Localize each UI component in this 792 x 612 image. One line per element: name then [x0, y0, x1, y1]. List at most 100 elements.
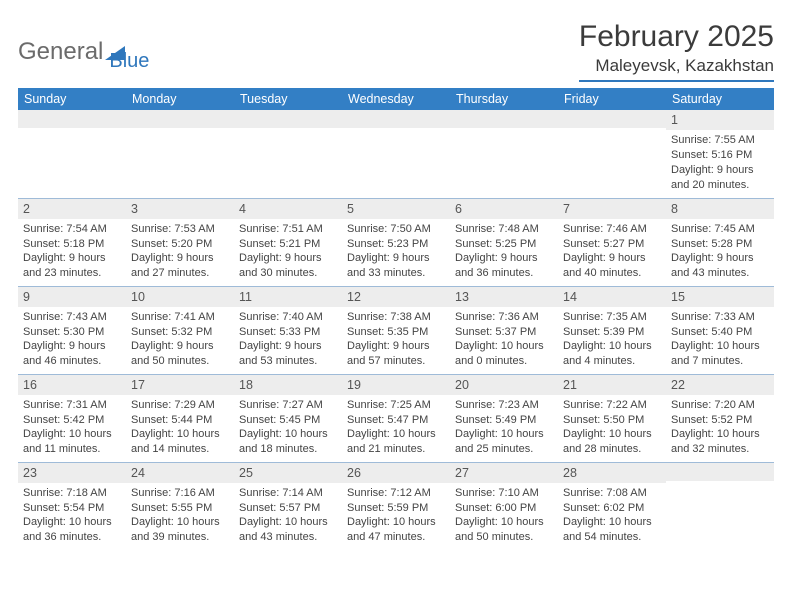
day-sr: Sunrise: 7:40 AM: [239, 310, 337, 325]
day-ss: Sunset: 5:52 PM: [671, 413, 769, 428]
day-body: Sunrise: 7:25 AMSunset: 5:47 PMDaylight:…: [342, 395, 450, 461]
calendar-cell: [558, 110, 666, 198]
day-d2: and 39 minutes.: [131, 530, 229, 545]
day-ss: Sunset: 5:40 PM: [671, 325, 769, 340]
day-body: Sunrise: 7:16 AMSunset: 5:55 PMDaylight:…: [126, 483, 234, 549]
day-d1: Daylight: 10 hours: [239, 427, 337, 442]
location-label: Maleyevsk, Kazakhstan: [579, 56, 774, 82]
day-body: Sunrise: 7:29 AMSunset: 5:44 PMDaylight:…: [126, 395, 234, 461]
day-ss: Sunset: 5:45 PM: [239, 413, 337, 428]
day-d1: Daylight: 9 hours: [671, 251, 769, 266]
dh-sun: Sunday: [18, 88, 126, 110]
day-ss: Sunset: 5:20 PM: [131, 237, 229, 252]
calendar-cell: 27Sunrise: 7:10 AMSunset: 6:00 PMDayligh…: [450, 462, 558, 550]
day-number: 26: [342, 463, 450, 483]
calendar-body: 1Sunrise: 7:55 AMSunset: 5:16 PMDaylight…: [18, 110, 774, 550]
day-number: 12: [342, 287, 450, 307]
day-number: [126, 110, 234, 128]
calendar-cell: 9Sunrise: 7:43 AMSunset: 5:30 PMDaylight…: [18, 286, 126, 374]
day-ss: Sunset: 5:54 PM: [23, 501, 121, 516]
day-sr: Sunrise: 7:43 AM: [23, 310, 121, 325]
day-number: 15: [666, 287, 774, 307]
day-ss: Sunset: 5:30 PM: [23, 325, 121, 340]
calendar-cell: 2Sunrise: 7:54 AMSunset: 5:18 PMDaylight…: [18, 198, 126, 286]
day-d1: Daylight: 10 hours: [455, 339, 553, 354]
day-number: 9: [18, 287, 126, 307]
day-number: [18, 110, 126, 128]
day-number: 14: [558, 287, 666, 307]
day-sr: Sunrise: 7:33 AM: [671, 310, 769, 325]
day-number: 3: [126, 199, 234, 219]
day-d1: Daylight: 10 hours: [23, 515, 121, 530]
day-d1: Daylight: 10 hours: [455, 427, 553, 442]
day-d1: Daylight: 9 hours: [347, 251, 445, 266]
dh-tue: Tuesday: [234, 88, 342, 110]
day-d2: and 23 minutes.: [23, 266, 121, 281]
day-d1: Daylight: 10 hours: [671, 339, 769, 354]
day-d1: Daylight: 10 hours: [347, 515, 445, 530]
day-d2: and 40 minutes.: [563, 266, 661, 281]
calendar-cell: [126, 110, 234, 198]
calendar-cell: 11Sunrise: 7:40 AMSunset: 5:33 PMDayligh…: [234, 286, 342, 374]
day-body: Sunrise: 7:38 AMSunset: 5:35 PMDaylight:…: [342, 307, 450, 373]
day-d2: and 50 minutes.: [455, 530, 553, 545]
day-d2: and 53 minutes.: [239, 354, 337, 369]
day-d2: and 30 minutes.: [239, 266, 337, 281]
day-number: 17: [126, 375, 234, 395]
day-number: [666, 463, 774, 481]
day-sr: Sunrise: 7:29 AM: [131, 398, 229, 413]
day-body: Sunrise: 7:46 AMSunset: 5:27 PMDaylight:…: [558, 219, 666, 285]
day-ss: Sunset: 6:00 PM: [455, 501, 553, 516]
day-sr: Sunrise: 7:16 AM: [131, 486, 229, 501]
day-number: 21: [558, 375, 666, 395]
day-sr: Sunrise: 7:25 AM: [347, 398, 445, 413]
calendar-cell: 20Sunrise: 7:23 AMSunset: 5:49 PMDayligh…: [450, 374, 558, 462]
day-d2: and 14 minutes.: [131, 442, 229, 457]
day-ss: Sunset: 6:02 PM: [563, 501, 661, 516]
day-d2: and 36 minutes.: [23, 530, 121, 545]
day-body: Sunrise: 7:27 AMSunset: 5:45 PMDaylight:…: [234, 395, 342, 461]
day-body: Sunrise: 7:14 AMSunset: 5:57 PMDaylight:…: [234, 483, 342, 549]
day-body: Sunrise: 7:22 AMSunset: 5:50 PMDaylight:…: [558, 395, 666, 461]
calendar-week: 1Sunrise: 7:55 AMSunset: 5:16 PMDaylight…: [18, 110, 774, 198]
day-number: 7: [558, 199, 666, 219]
day-d1: Daylight: 10 hours: [671, 427, 769, 442]
calendar-cell: 25Sunrise: 7:14 AMSunset: 5:57 PMDayligh…: [234, 462, 342, 550]
day-number: 10: [126, 287, 234, 307]
day-d1: Daylight: 10 hours: [347, 427, 445, 442]
day-d2: and 43 minutes.: [671, 266, 769, 281]
day-sr: Sunrise: 7:50 AM: [347, 222, 445, 237]
day-sr: Sunrise: 7:46 AM: [563, 222, 661, 237]
day-d1: Daylight: 9 hours: [131, 251, 229, 266]
calendar-cell: 28Sunrise: 7:08 AMSunset: 6:02 PMDayligh…: [558, 462, 666, 550]
day-ss: Sunset: 5:16 PM: [671, 148, 769, 163]
day-number: [342, 110, 450, 128]
day-sr: Sunrise: 7:20 AM: [671, 398, 769, 413]
day-body: Sunrise: 7:51 AMSunset: 5:21 PMDaylight:…: [234, 219, 342, 285]
page-title: February 2025: [579, 20, 774, 54]
day-number: 16: [18, 375, 126, 395]
day-d2: and 46 minutes.: [23, 354, 121, 369]
day-ss: Sunset: 5:39 PM: [563, 325, 661, 340]
day-body: Sunrise: 7:48 AMSunset: 5:25 PMDaylight:…: [450, 219, 558, 285]
day-body: Sunrise: 7:55 AMSunset: 5:16 PMDaylight:…: [666, 130, 774, 196]
day-d1: Daylight: 10 hours: [131, 515, 229, 530]
day-d1: Daylight: 9 hours: [23, 251, 121, 266]
calendar-cell: 22Sunrise: 7:20 AMSunset: 5:52 PMDayligh…: [666, 374, 774, 462]
day-body: Sunrise: 7:36 AMSunset: 5:37 PMDaylight:…: [450, 307, 558, 373]
calendar-cell: 5Sunrise: 7:50 AMSunset: 5:23 PMDaylight…: [342, 198, 450, 286]
calendar-cell: 10Sunrise: 7:41 AMSunset: 5:32 PMDayligh…: [126, 286, 234, 374]
day-number: 2: [18, 199, 126, 219]
dh-sat: Saturday: [666, 88, 774, 110]
day-body: Sunrise: 7:23 AMSunset: 5:49 PMDaylight:…: [450, 395, 558, 461]
day-d2: and 43 minutes.: [239, 530, 337, 545]
day-d1: Daylight: 9 hours: [23, 339, 121, 354]
day-number: 11: [234, 287, 342, 307]
day-ss: Sunset: 5:35 PM: [347, 325, 445, 340]
calendar-cell: 18Sunrise: 7:27 AMSunset: 5:45 PMDayligh…: [234, 374, 342, 462]
day-body: Sunrise: 7:43 AMSunset: 5:30 PMDaylight:…: [18, 307, 126, 373]
calendar-cell: 8Sunrise: 7:45 AMSunset: 5:28 PMDaylight…: [666, 198, 774, 286]
day-ss: Sunset: 5:44 PM: [131, 413, 229, 428]
day-body: Sunrise: 7:12 AMSunset: 5:59 PMDaylight:…: [342, 483, 450, 549]
day-number: 18: [234, 375, 342, 395]
